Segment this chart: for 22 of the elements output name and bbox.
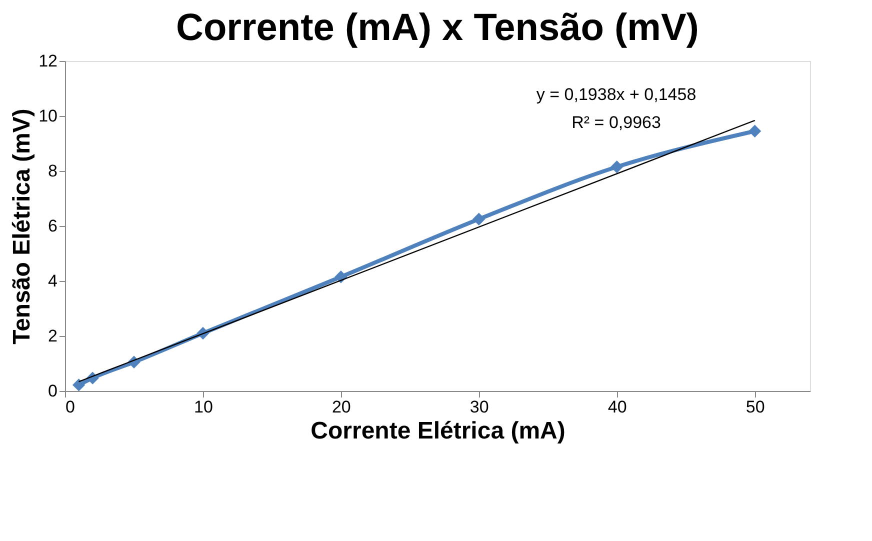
- y-tick-label: 4: [48, 272, 58, 290]
- point: [72, 378, 86, 392]
- annotation: R² = 0,9963: [572, 113, 661, 132]
- x-tick-label: 20: [332, 398, 351, 416]
- x-tick-label: 0: [66, 398, 75, 416]
- annotation: y = 0,1938x + 0,1458: [536, 85, 696, 104]
- point: [610, 160, 624, 174]
- y-tick-label: 10: [38, 106, 58, 126]
- y-axis-title: Tensão Elétrica (mV): [8, 108, 36, 344]
- y-tick-label: 8: [48, 162, 58, 180]
- x-tick-label: 40: [608, 398, 627, 416]
- point: [748, 124, 762, 138]
- x-tick-label: 10: [194, 398, 213, 416]
- x-axis-title: Corrente Elétrica (mA): [310, 418, 566, 444]
- point: [472, 212, 486, 226]
- x-tick-label: 50: [746, 398, 765, 416]
- chart-title: Corrente (mA) x Tensão (mV): [176, 7, 699, 49]
- y-tick-label: 6: [48, 216, 58, 236]
- y-tick-label: 0: [48, 382, 58, 400]
- x-tick-label: 30: [470, 398, 489, 416]
- y-tick-label: 12: [38, 52, 58, 70]
- y-tick-label: 2: [48, 326, 58, 346]
